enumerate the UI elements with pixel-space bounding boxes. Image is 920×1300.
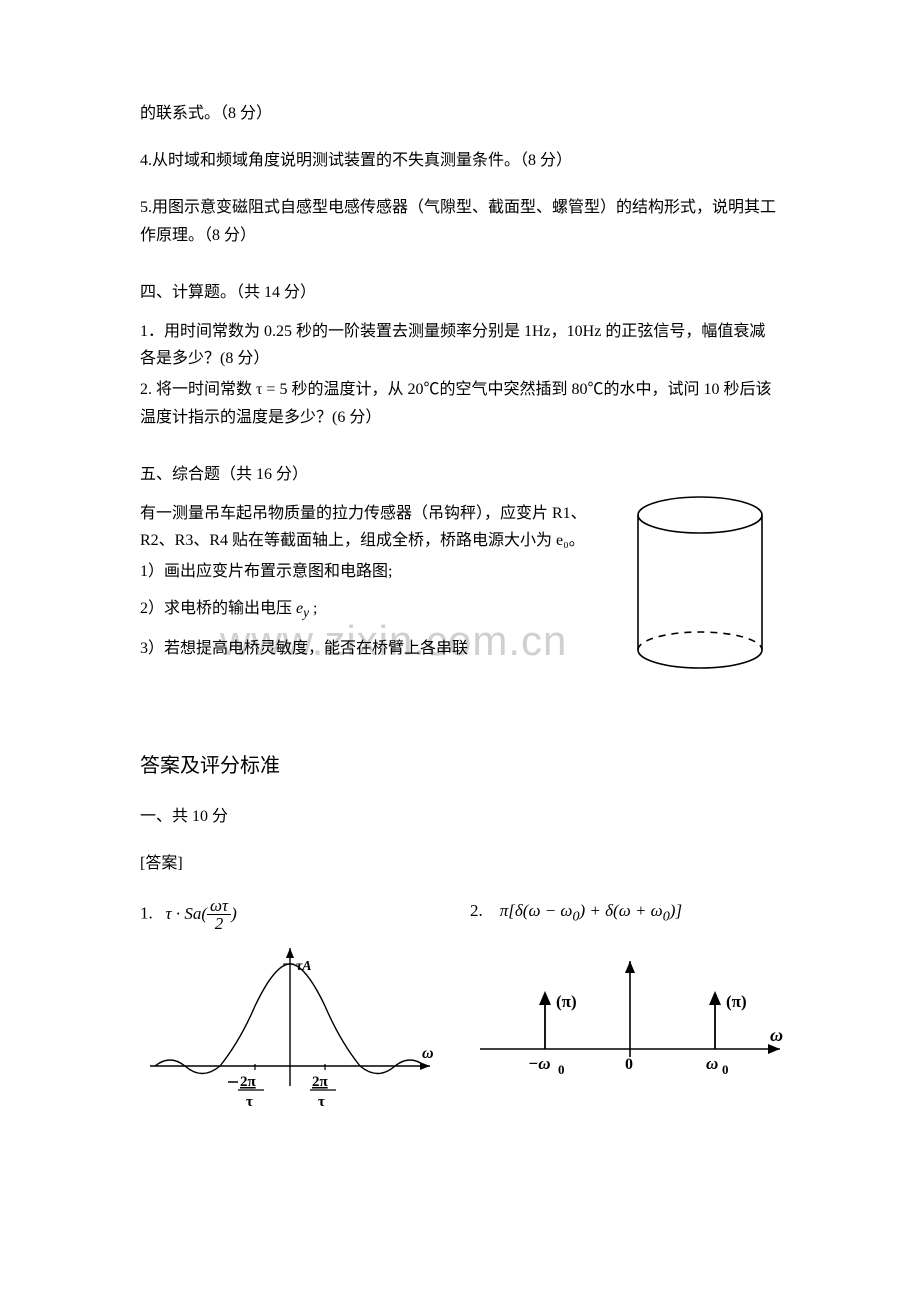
section-4-title: 四、计算题。（共 14 分） [140,279,780,306]
figure-1-formula: τ · Sa(ωτ2) [166,904,237,923]
svg-text:τ: τ [318,1094,325,1110]
answer-figures-row: 1. τ · Sa(ωτ2) τA [140,897,780,1125]
answer-section-1: 一、共 10 分 [140,803,780,830]
figure-2-formula: π[δ(ω − ω0) + δ(ω + ω0)] [500,901,682,920]
answer-heading: 答案及评分标准 [140,749,780,783]
section-5-item-2b: ; [309,600,317,617]
svg-text:(π): (π) [726,992,747,1011]
figure-1-label: 1. [140,904,153,923]
question-5: 5.用图示意变磁阻式自感型电感传感器（气隙型、截面型、螺管型）的结构形式，说明其… [140,194,780,248]
answer-figure-2: 2. π[δ(ω − ω0) + δ(ω + ω0)] [470,897,790,1108]
svg-text:ω: ω [706,1054,718,1073]
section-5-item-2a: 2）求电桥的输出电压 [140,600,296,617]
svg-text:−ω: −ω [528,1054,551,1073]
svg-text:2π: 2π [240,1074,257,1090]
ey-symbol: ey [296,600,309,617]
sinc-plot: τA 2π τ 2π τ ω [140,936,440,1116]
paragraph-continuation: 的联系式。（8 分） [140,100,780,127]
answer-figure-1: 1. τ · Sa(ωτ2) τA [140,897,440,1125]
svg-text:0: 0 [722,1062,729,1077]
cylinder-figure [620,490,780,689]
svg-text:ω: ω [422,1045,434,1062]
answer-label: [答案] [140,850,780,877]
question-4: 4.从时域和频域角度说明测试装置的不失真测量条件。（8 分） [140,147,780,174]
svg-text:0: 0 [625,1056,633,1073]
section-4-q1: 1．用时间常数为 0.25 秒的一阶装置去测量频率分别是 1Hz，10Hz 的正… [140,318,780,372]
delta-plot: (π) (π) −ω 0 0 ω 0 ω [470,949,790,1099]
figure-2-label: 2. [470,901,483,920]
svg-text:ω: ω [770,1025,783,1045]
section-5-title: 五、综合题（共 16 分） [140,461,780,488]
svg-text:τ: τ [246,1094,253,1110]
section-4-q2: 2. 将一时间常数 τ = 5 秒的温度计，从 20℃的空气中突然插到 80℃的… [140,376,780,430]
svg-text:0: 0 [558,1062,565,1077]
svg-text:(π): (π) [556,992,577,1011]
svg-text:2π: 2π [312,1074,329,1090]
